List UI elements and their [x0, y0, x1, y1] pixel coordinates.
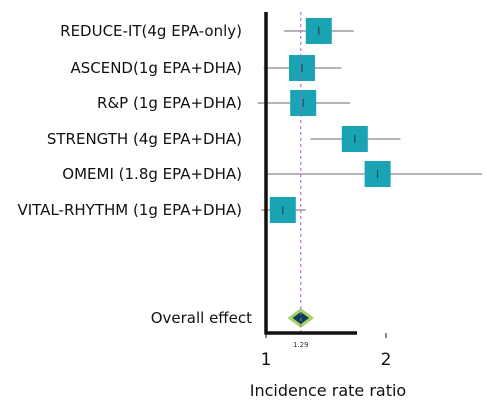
- study-row: R&P (1g EPA+DHA): [97, 90, 350, 116]
- x-tick-label: 2: [381, 350, 392, 370]
- study-row: VITAL-RHYTHM (1g EPA+DHA): [18, 197, 306, 223]
- study-row: STRENGTH (4g EPA+DHA): [47, 126, 401, 152]
- axes: 1 2 1.29 Incidence rate ratio: [250, 12, 406, 400]
- x-tick-label: 1: [261, 350, 272, 370]
- x-axis-title: Incidence rate ratio: [250, 381, 406, 400]
- reference-value-label: 1.29: [293, 341, 309, 349]
- study-label: OMEMI (1.8g EPA+DHA): [62, 165, 242, 183]
- study-rows: REDUCE-IT(4g EPA-only) ASCEND(1g EPA+DHA)…: [18, 18, 482, 223]
- study-row: REDUCE-IT(4g EPA-only): [60, 18, 354, 44]
- study-label: STRENGTH (4g EPA+DHA): [47, 130, 242, 148]
- study-row: OMEMI (1.8g EPA+DHA): [62, 161, 482, 187]
- study-row: ASCEND(1g EPA+DHA): [70, 55, 342, 81]
- study-label: VITAL-RHYTHM (1g EPA+DHA): [18, 201, 243, 219]
- overall-label: Overall effect: [151, 309, 252, 327]
- overall-row: Overall effect: [151, 308, 315, 328]
- study-label: ASCEND(1g EPA+DHA): [70, 59, 242, 77]
- study-label: REDUCE-IT(4g EPA-only): [60, 22, 242, 40]
- study-label: R&P (1g EPA+DHA): [97, 94, 242, 112]
